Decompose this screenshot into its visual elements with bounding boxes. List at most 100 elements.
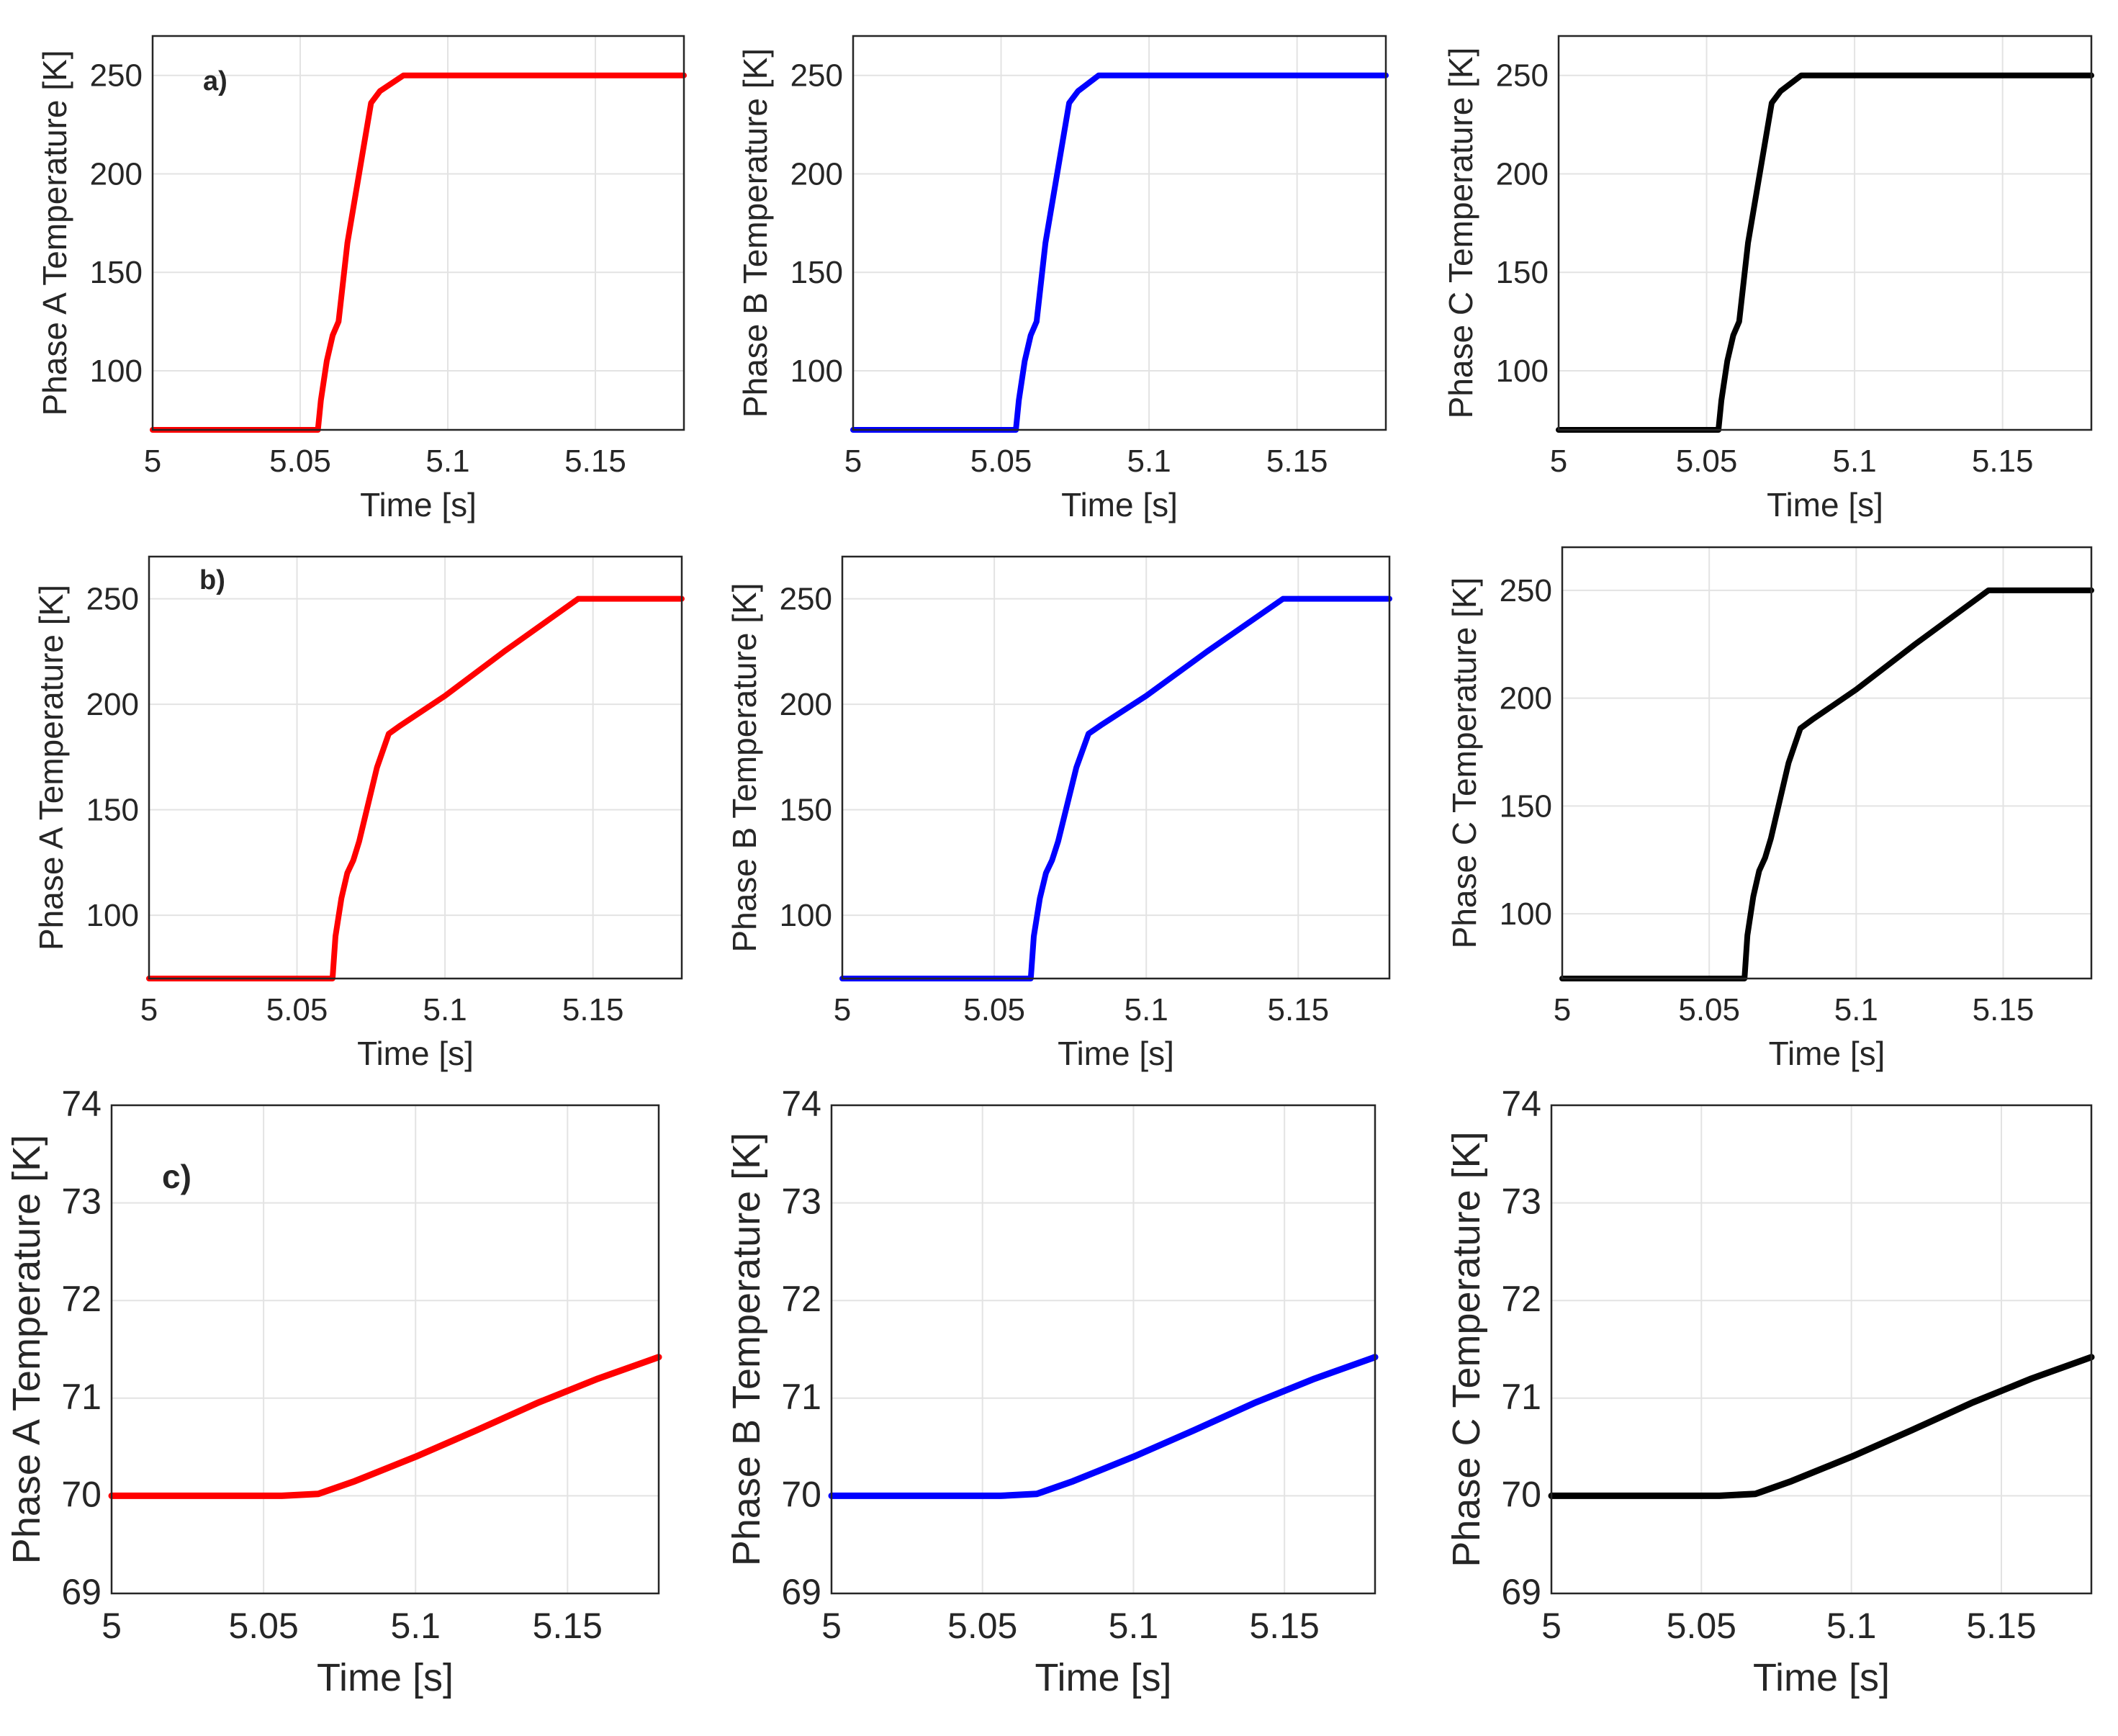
y-tick-label: 74 [61, 1084, 102, 1124]
x-tick-label: 5.1 [390, 1606, 441, 1646]
x-tick-label: 5.05 [1676, 444, 1738, 479]
y-tick-label: 200 [1496, 156, 1549, 192]
x-tick-label: 5.1 [423, 992, 467, 1027]
y-axis-label: Phase B Temperature [K] [725, 1133, 768, 1566]
x-axis-label: Time [s] [1767, 486, 1883, 523]
y-tick-label: 73 [1501, 1182, 1541, 1222]
plot-frame [110, 1104, 660, 1595]
y-tick-label: 150 [1496, 255, 1549, 290]
series-line [839, 595, 1392, 981]
y-tick-label: 100 [90, 354, 143, 389]
y-tick-label: 150 [90, 255, 143, 290]
x-tick-label: 5 [102, 1606, 122, 1646]
y-tick-label: 73 [781, 1182, 821, 1222]
y-axis-label: Phase C Temperature [K] [1445, 1131, 1488, 1567]
panel-label: b) [199, 565, 225, 595]
y-tick-label: 200 [90, 156, 143, 192]
y-axis-label: Phase B Temperature [K] [736, 48, 774, 418]
chart-panel: 5 5.05 5.1 5.15 69 70 71 72 73 74 Time [s] Phase B … [725, 1084, 1379, 1699]
x-tick-label: 5.15 [562, 992, 624, 1027]
y-tick-label: 150 [790, 255, 843, 290]
chart-panel: 5 5.05 5.1 5.15 69 70 71 72 73 74 Time [s] Phase C … [1445, 1084, 2095, 1699]
x-axis-label: Time [s] [1058, 1035, 1174, 1072]
y-tick-label: 100 [1500, 896, 1552, 932]
x-axis-label: Time [s] [357, 1035, 474, 1072]
x-tick-label: 5.05 [1667, 1606, 1736, 1646]
series-line [1548, 1354, 2095, 1499]
y-axis-label: Phase B Temperature [K] [726, 583, 763, 952]
series-line [1556, 72, 2094, 433]
series-line [828, 1354, 1379, 1499]
x-tick-label: 5 [834, 992, 851, 1027]
chart-panel: 5 5.05 5.1 5.15 100 150 200 250 Time [s] Phase C … [1442, 35, 2094, 523]
x-tick-label: 5.1 [1125, 992, 1168, 1027]
y-tick-label: 100 [790, 354, 843, 389]
y-tick-label: 71 [781, 1377, 821, 1417]
chart-panel: 5 5.05 5.1 5.15 69 70 71 72 73 74 Time [s] Phase A … [5, 1084, 662, 1699]
x-tick-label: 5.15 [1973, 992, 2034, 1027]
y-tick-label: 70 [61, 1474, 102, 1514]
x-tick-label: 5.05 [963, 992, 1025, 1027]
x-tick-label: 5.1 [1833, 444, 1877, 479]
y-tick-label: 73 [61, 1182, 102, 1222]
x-tick-label: 5 [140, 992, 158, 1027]
x-tick-label: 5.05 [970, 444, 1032, 479]
y-tick-label: 200 [780, 687, 832, 722]
series-line [850, 72, 1389, 433]
x-tick-label: 5.15 [1250, 1606, 1320, 1646]
y-axis-label: Phase A Temperature [K] [5, 1135, 48, 1564]
plot-frame [151, 35, 685, 431]
y-tick-label: 74 [781, 1084, 821, 1124]
y-tick-label: 74 [1501, 1084, 1541, 1124]
y-tick-label: 72 [1501, 1279, 1541, 1319]
y-tick-label: 70 [1501, 1474, 1541, 1514]
y-tick-label: 100 [86, 898, 139, 933]
y-tick-label: 200 [790, 156, 843, 192]
y-tick-label: 200 [86, 687, 139, 722]
chart-panel: 5 5.05 5.1 5.15 100 150 200 250 Time [s] Phase B … [736, 35, 1389, 523]
x-tick-label: 5.15 [564, 444, 626, 479]
series-line [1559, 587, 2094, 981]
plot-area [1551, 1105, 2091, 1593]
y-tick-label: 72 [781, 1279, 821, 1319]
x-tick-label: 5.1 [1834, 992, 1878, 1027]
x-tick-label: 5.05 [228, 1606, 298, 1646]
panel-label: a) [203, 66, 227, 96]
y-tick-label: 250 [1500, 573, 1552, 608]
y-tick-label: 150 [1500, 788, 1552, 824]
x-axis-label: Time [s] [360, 486, 477, 523]
x-tick-label: 5.1 [1127, 444, 1171, 479]
x-tick-label: 5.1 [1826, 1606, 1877, 1646]
y-tick-label: 250 [790, 58, 843, 94]
plot-frame [1561, 546, 2093, 980]
x-axis-label: Time [s] [1769, 1035, 1885, 1072]
chart-panel: 5 5.05 5.1 5.15 100 150 200 250 Time [s] Phase A … [36, 35, 687, 523]
y-axis-label: Phase C Temperature [K] [1446, 577, 1483, 949]
x-tick-label: 5 [144, 444, 161, 479]
x-tick-label: 5.05 [947, 1606, 1017, 1646]
plot-area [112, 1105, 659, 1593]
x-tick-label: 5.05 [266, 992, 328, 1027]
chart-panel: 5 5.05 5.1 5.15 100 150 200 250 Time [s] Phase C … [1446, 546, 2094, 1072]
chart-panel: 5 5.05 5.1 5.15 100 150 200 250 Time [s] Phase B … [726, 555, 1392, 1072]
x-tick-label: 5 [1550, 444, 1567, 479]
plot-frame [1557, 35, 2093, 431]
y-tick-label: 71 [1501, 1377, 1541, 1417]
y-tick-label: 250 [1496, 58, 1549, 94]
x-axis-label: Time [s] [1061, 486, 1178, 523]
x-axis-label: Time [s] [317, 1656, 454, 1699]
y-tick-label: 250 [86, 582, 139, 617]
x-axis-label: Time [s] [1035, 1656, 1171, 1699]
x-tick-label: 5 [1554, 992, 1571, 1027]
x-axis-label: Time [s] [1753, 1656, 1890, 1699]
series-line [146, 595, 685, 981]
x-tick-label: 5.15 [1972, 444, 2034, 479]
x-tick-label: 5 [1541, 1606, 1562, 1646]
y-tick-label: 69 [61, 1572, 102, 1612]
x-tick-label: 5.05 [1678, 992, 1740, 1027]
y-tick-label: 250 [90, 58, 143, 94]
y-tick-label: 100 [1496, 354, 1549, 389]
y-axis-label: Phase A Temperature [K] [36, 50, 73, 415]
chart-panel: 5 5.05 5.1 5.15 100 150 200 250 Time [s] Phase A … [32, 555, 685, 1072]
y-tick-label: 150 [86, 793, 139, 828]
